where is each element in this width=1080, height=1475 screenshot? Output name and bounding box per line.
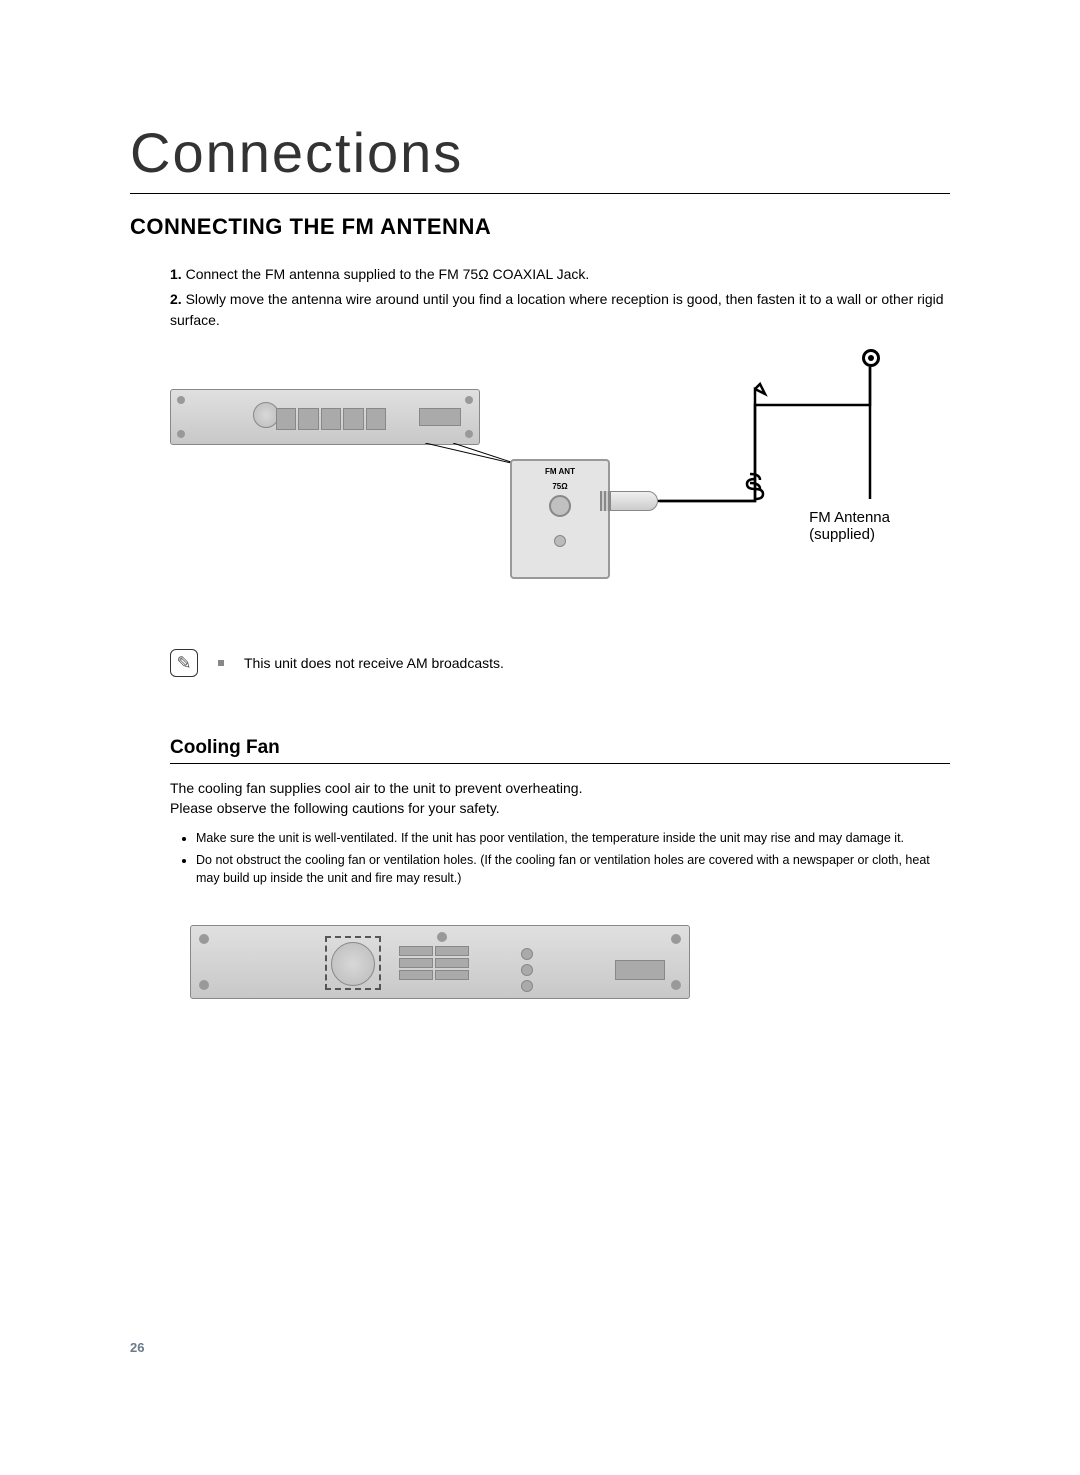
screw-icon — [671, 934, 681, 944]
note-row: ✎ This unit does not receive AM broadcas… — [170, 649, 950, 677]
cooling-cautions: Make sure the unit is well-ventilated. I… — [184, 829, 950, 887]
cooling-intro-1: The cooling fan supplies cool air to the… — [170, 778, 950, 798]
screw-icon — [199, 934, 209, 944]
step-num: 2. — [170, 291, 182, 307]
rca-ports — [521, 948, 533, 992]
step-2: 2. Slowly move the antenna wire around u… — [170, 289, 950, 331]
chapter-title: Connections — [130, 120, 950, 185]
antenna-label-line1: FM Antenna — [809, 509, 890, 526]
scart-port-icon — [615, 960, 665, 980]
pencil-icon: ✎ — [176, 653, 191, 674]
note-bullet-icon — [218, 660, 224, 666]
fm-antenna-diagram: FM ANT 75Ω FM Antenna (supplied) — [170, 349, 890, 629]
cooling-bullet-2: Do not obstruct the cooling fan or venti… — [196, 851, 950, 887]
subsection-rule — [170, 763, 950, 764]
screw-icon — [437, 932, 447, 942]
step-text: Connect the FM antenna supplied to the F… — [186, 266, 590, 282]
note-text: This unit does not receive AM broadcasts… — [244, 655, 504, 671]
antenna-label-line2: (supplied) — [809, 526, 890, 543]
screw-icon — [671, 980, 681, 990]
step-num: 1. — [170, 266, 182, 282]
steps-list: 1. Connect the FM antenna supplied to th… — [170, 264, 950, 331]
cooling-bullet-1: Make sure the unit is well-ventilated. I… — [196, 829, 950, 847]
cooling-intro: The cooling fan supplies cool air to the… — [170, 778, 950, 819]
port-cluster — [399, 946, 469, 980]
cooling-fan-title: Cooling Fan — [170, 737, 950, 759]
note-icon: ✎ — [170, 649, 198, 677]
page-number: 26 — [130, 1340, 144, 1355]
section-title: CONNECTING THE FM ANTENNA — [130, 214, 950, 240]
antenna-end-icon — [862, 349, 880, 367]
cooling-fan-diagram — [190, 915, 710, 1015]
device-rear-panel-large — [190, 925, 690, 999]
step-1: 1. Connect the FM antenna supplied to th… — [170, 264, 950, 285]
step-text: Slowly move the antenna wire around unti… — [170, 291, 944, 328]
fan-icon — [331, 942, 375, 986]
antenna-label: FM Antenna (supplied) — [809, 509, 890, 543]
screw-icon — [199, 980, 209, 990]
cooling-intro-2: Please observe the following cautions fo… — [170, 798, 950, 818]
antenna-wire — [170, 349, 890, 629]
title-rule — [130, 193, 950, 194]
